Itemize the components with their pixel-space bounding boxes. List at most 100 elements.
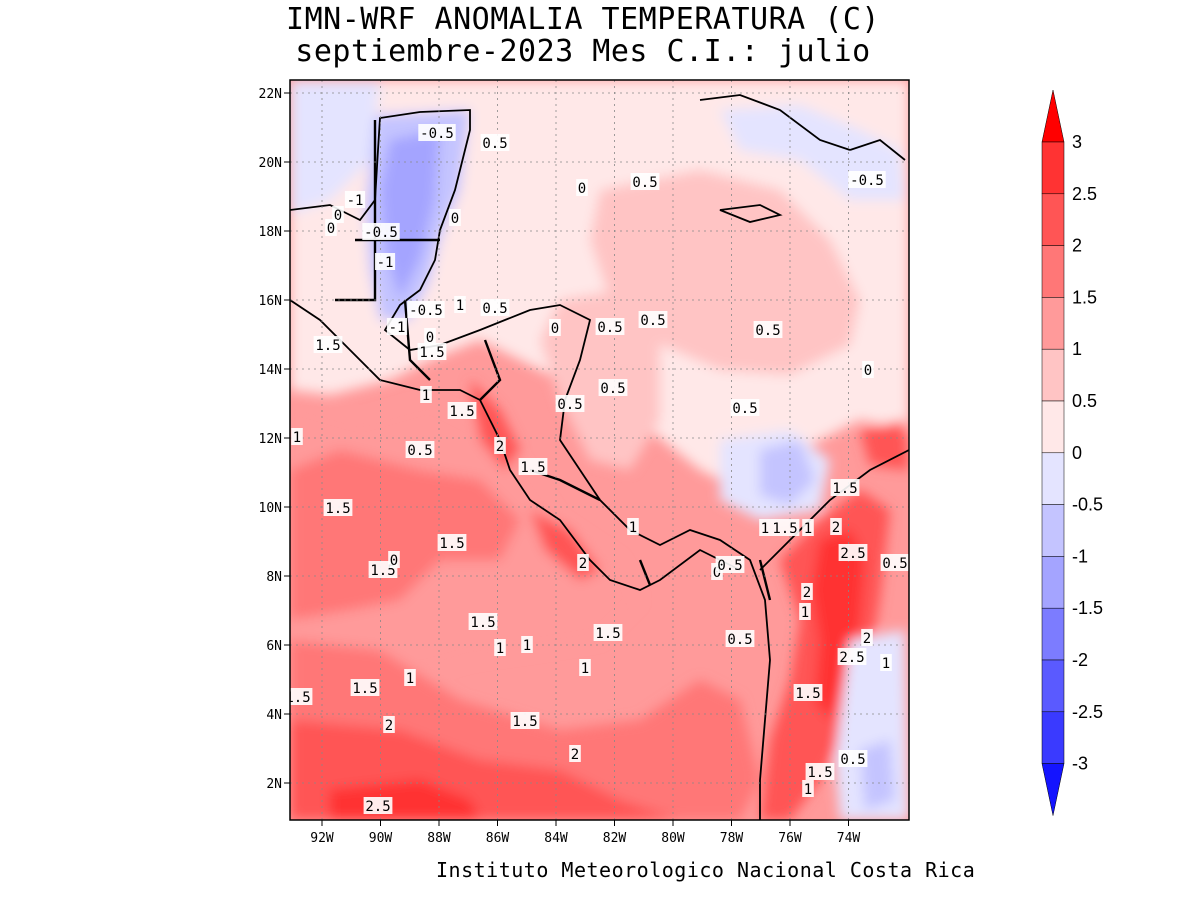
- contour-label: 1: [802, 780, 814, 798]
- colorbar-label: 0: [1072, 443, 1082, 463]
- svg-text:1: 1: [804, 782, 812, 798]
- svg-text:1.5: 1.5: [795, 686, 820, 702]
- colorbar-label: 2.5: [1072, 184, 1097, 204]
- contour-label: 1.5: [437, 534, 467, 552]
- contour-label: 1.5: [770, 519, 800, 537]
- contour-label: 2: [577, 554, 589, 572]
- colorbar-bottom-arrow: [1041, 763, 1065, 816]
- colorbar-label: 0.5: [1072, 391, 1097, 411]
- contour-label: 0.5: [880, 554, 909, 572]
- colorbar-label: -1.5: [1072, 598, 1103, 618]
- lat-tick-label: 10N: [259, 501, 282, 516]
- svg-text:1: 1: [804, 521, 812, 537]
- colorbar-segment: [1041, 504, 1065, 557]
- lat-tick-label: 12N: [259, 432, 282, 447]
- contour-label: 1.5: [447, 402, 477, 420]
- svg-text:2.5: 2.5: [839, 650, 864, 666]
- contour-label: 2: [569, 745, 581, 763]
- contour-label: -0.5: [848, 171, 886, 189]
- lat-tick-label: 14N: [259, 363, 282, 378]
- svg-text:1: 1: [629, 520, 637, 536]
- contour-label: 0.5: [595, 318, 625, 336]
- svg-text:-0.5: -0.5: [850, 173, 884, 189]
- contour-label: 0.5: [630, 173, 660, 191]
- svg-text:0.5: 0.5: [755, 323, 780, 339]
- svg-text:1: 1: [523, 638, 531, 654]
- contour-label: 2: [383, 716, 395, 734]
- svg-text:0.5: 0.5: [597, 320, 622, 336]
- contour-label: 2: [494, 437, 506, 455]
- contour-label: 0.5: [405, 441, 435, 459]
- svg-text:2.5: 2.5: [365, 799, 390, 815]
- svg-text:1.5: 1.5: [470, 615, 495, 631]
- colorbar-segment: [1041, 711, 1065, 764]
- svg-text:0.5: 0.5: [717, 558, 742, 574]
- lon-tick-label: 90W: [369, 831, 393, 846]
- svg-text:1.5: 1.5: [807, 765, 832, 781]
- colorbar-segment: [1041, 400, 1065, 454]
- contour-label: 1: [627, 518, 639, 536]
- lat-tick-label: 16N: [259, 294, 282, 309]
- footer-credit: Instituto Meteorologico Nacional Costa R…: [436, 858, 976, 882]
- lon-tick-label: 92W: [310, 831, 334, 846]
- contour-label: 2: [801, 583, 813, 601]
- svg-text:2.5: 2.5: [840, 546, 865, 562]
- contour-label: 1: [880, 654, 892, 672]
- contour-label: 0.5: [555, 395, 585, 413]
- svg-text:1.5: 1.5: [449, 404, 474, 420]
- svg-text:0: 0: [327, 221, 335, 237]
- lat-tick-label: 6N: [266, 639, 282, 654]
- svg-text:2: 2: [579, 556, 587, 572]
- contour-label: 2.5: [363, 797, 393, 815]
- colorbar-segment: [1041, 193, 1065, 246]
- lon-tick-label: 80W: [661, 831, 685, 846]
- svg-text:1.5: 1.5: [772, 521, 797, 537]
- contour-label: 0.5: [725, 630, 755, 648]
- svg-text:0.5: 0.5: [600, 381, 625, 397]
- contour-label: 0.5: [715, 556, 745, 574]
- colorbar-segment: [1041, 607, 1065, 661]
- svg-text:1.5: 1.5: [325, 501, 350, 517]
- map-title: IMN-WRF ANOMALIA TEMPERATURA (C): [286, 2, 880, 37]
- lon-tick-label: 76W: [778, 831, 802, 846]
- svg-text:1.5: 1.5: [439, 536, 464, 552]
- svg-text:0: 0: [451, 211, 459, 227]
- svg-text:1: 1: [422, 388, 430, 404]
- plot-area: -0.50.50 -0.50.50-10-0.50-1-0.5 1 0.5-101.5…: [290, 80, 909, 820]
- lat-tick-label: 20N: [259, 156, 282, 171]
- svg-text:-1: -1: [389, 320, 406, 336]
- contour-label: 1.5: [290, 688, 313, 706]
- coastlines: [290, 94, 909, 820]
- contour-label: 0: [449, 209, 461, 227]
- contour-label: -0.5: [418, 124, 456, 142]
- svg-text:0.5: 0.5: [640, 313, 665, 329]
- svg-text:1.5: 1.5: [520, 460, 545, 476]
- contour-label: 1.5: [830, 479, 860, 497]
- svg-text:1: 1: [456, 298, 464, 314]
- svg-text:0: 0: [390, 553, 398, 569]
- contour-label: 0.5: [838, 750, 868, 768]
- lat-tick-label: 18N: [259, 225, 282, 240]
- contour-label: 1: [454, 296, 466, 314]
- svg-text:1: 1: [761, 521, 769, 537]
- colorbar-label: -0.5: [1072, 495, 1103, 515]
- svg-text:0.5: 0.5: [732, 401, 757, 417]
- colorbar-segment: [1041, 659, 1065, 713]
- lon-tick-label: 74W: [837, 831, 861, 846]
- lon-tick-label: 78W: [720, 831, 744, 846]
- lat-tick-label: 22N: [259, 87, 282, 102]
- contour-label: 1.5: [417, 343, 447, 361]
- lon-tick-label: 82W: [603, 831, 627, 846]
- contour-label: 1.5: [350, 679, 380, 697]
- colorbar-label: -2: [1072, 650, 1088, 670]
- contour-label: 1.5: [510, 712, 540, 730]
- contour-label: 2: [830, 518, 842, 536]
- contour-label: -0.5: [407, 301, 445, 319]
- contour-label: 1.5: [793, 684, 823, 702]
- colorbar-label: -2.5: [1072, 702, 1103, 722]
- contour-label: 1.5: [593, 624, 623, 642]
- svg-text:0.5: 0.5: [407, 443, 432, 459]
- svg-text:0.5: 0.5: [482, 136, 507, 152]
- svg-text:-0.5: -0.5: [409, 303, 443, 319]
